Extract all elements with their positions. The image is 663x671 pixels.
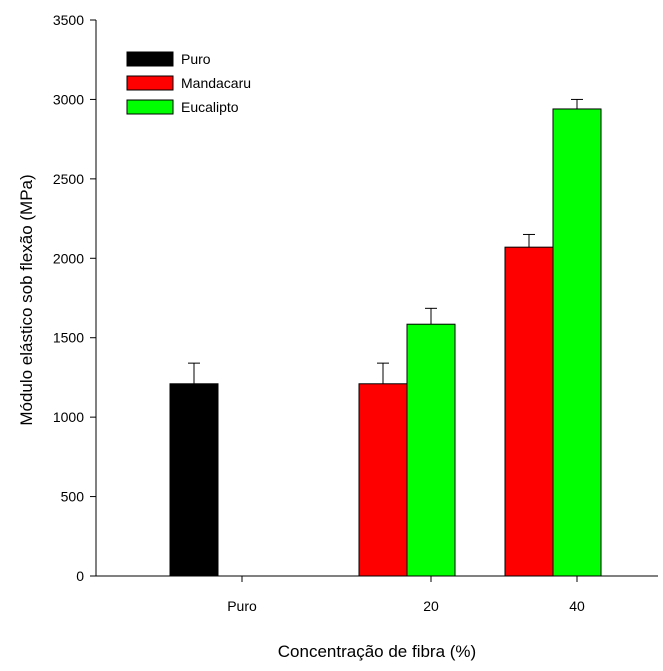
y-tick-label: 500: [61, 489, 85, 505]
y-tick-label: 3000: [53, 91, 84, 107]
legend-label-puro: Puro: [181, 51, 211, 67]
bar-mandacaru-40: [504, 246, 554, 577]
y-axis-title: Módulo elástico sob flexão (MPa): [17, 174, 36, 425]
legend-swatch-puro: [126, 51, 174, 67]
legend-swatch-eucalipto: [126, 99, 174, 115]
bar-mandacaru-20: [358, 383, 408, 577]
x-tick-label: Puro: [227, 598, 257, 614]
x-axis-title: Concentração de fibra (%): [278, 642, 476, 661]
bar-eucalipto-20: [406, 323, 456, 577]
axes-layer: 0 500 1000 1500 2000 2500 3000 3500 Puro 20 40: [53, 12, 658, 614]
y-tick-label: 1000: [53, 409, 84, 425]
bar-puro-puro: [169, 383, 219, 577]
y-tick-label: 1500: [53, 330, 84, 346]
x-tick-label: 20: [423, 598, 439, 614]
legend-label-eucalipto: Eucalipto: [181, 99, 239, 115]
legend-label-mandacaru: Mandacaru: [181, 75, 251, 91]
legend: Puro Mandacaru Eucalipto: [126, 51, 251, 115]
x-tick-label: 40: [569, 598, 585, 614]
bar-eucalipto-40: [552, 108, 602, 577]
y-tick-label: 3500: [53, 12, 84, 28]
bars-layer: [169, 98, 602, 577]
y-tick-label: 2000: [53, 250, 84, 266]
y-tick-label: 0: [76, 568, 84, 584]
y-tick-label: 2500: [53, 171, 84, 187]
legend-swatch-mandacaru: [126, 75, 174, 91]
